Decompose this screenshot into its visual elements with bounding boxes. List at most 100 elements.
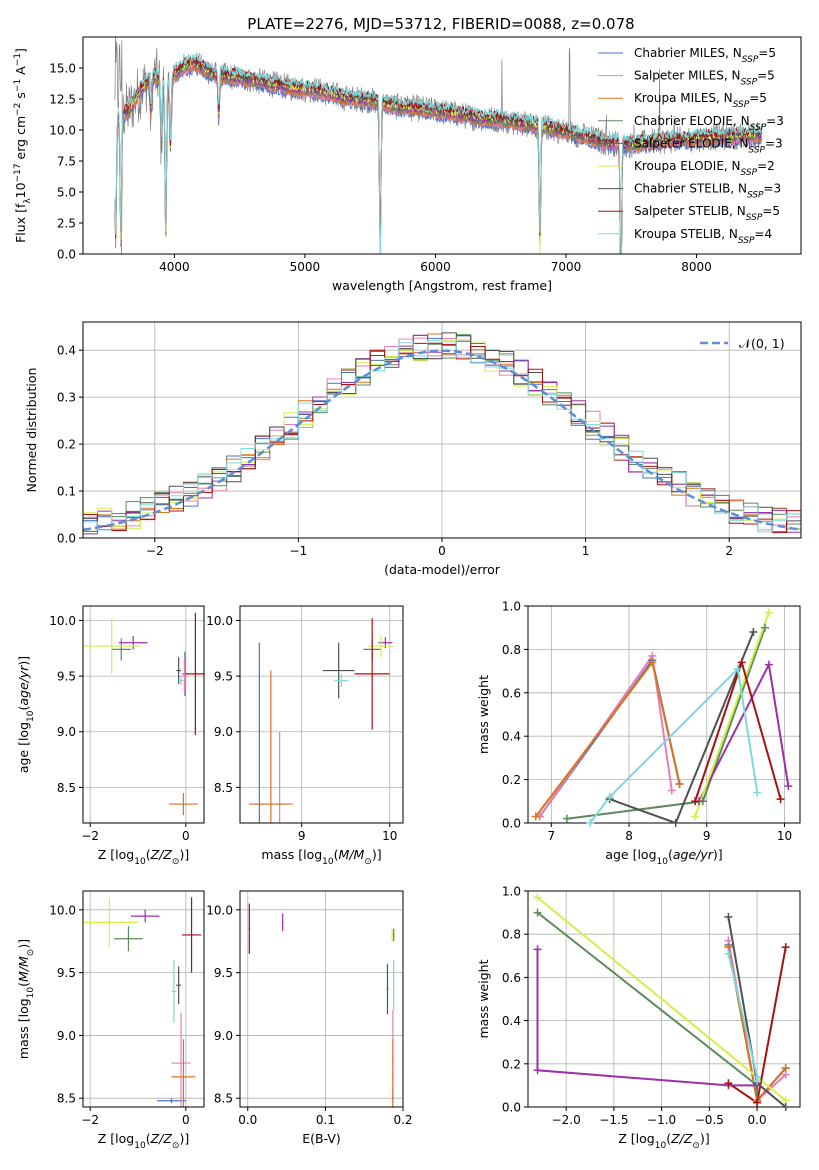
x-tick-label: 2 [725,544,733,558]
y-tick-label: 8.5 [57,781,76,795]
y-tick-label: 8.5 [57,1092,76,1106]
residuals-panel: −2 −1 0 1 2 0.0 0.1 0.2 0.3 0.4 Normed distributio… [24,321,802,577]
y-tick-label: 0.0 [502,1101,521,1115]
age_vs_mass-plot-area [248,618,395,823]
y-tick-label: 0.8 [502,643,521,657]
mass-weight-line [727,953,759,1082]
y-axis-label: age [log10(age/yr)] [16,656,36,773]
y-tick-label: 1.0 [502,600,521,614]
mass-weight-marker [776,795,785,804]
mass-weight-marker [737,658,746,667]
mass_vs_ebv-panel: 0.0 0.1 0.2 8.5 9.0 9.5 10.0 E(B-V) [206,890,413,1146]
y-tick-label: 10.0 [206,614,233,628]
mass-weight-marker [764,608,773,617]
y-tick-label: 7.5 [57,155,76,169]
mass-weight-marker [764,660,773,669]
mass-weight-marker [784,782,793,791]
x-axis-label: Z [log10(Z/Z⊙)] [98,1131,189,1151]
y-tick-label: 0.4 [502,730,521,744]
mass_vs_ebv-plot-area [248,903,395,1107]
y-axis-label: Normed distribution [24,368,39,493]
y-tick-label: 0.1 [57,485,76,499]
y-tick-label: 10.0 [206,903,233,917]
mass-weight-marker [671,819,680,827]
mass_vs_ebv-frame [239,890,404,1108]
x-tick-label: −1.5 [599,1113,628,1127]
y-axis-label: mass [log10(M/M⊙)] [16,939,36,1059]
massweight_vs_age-frame [527,605,801,824]
y-tick-label: 8.5 [214,781,233,795]
model-spectrum-line [114,59,762,254]
x-tick-label: 0.1 [316,1113,335,1127]
x-tick-label: 10 [777,829,792,843]
legend-entry: Salpeter STELIB, NSSP=5 [634,204,780,223]
y-axis-label: mass weight [476,959,491,1038]
x-tick-label: 9 [703,829,711,843]
mass-weight-marker [753,788,762,797]
y-tick-label: 9.0 [57,1029,76,1043]
legend-entry: Chabrier ELODIE, NSSP=3 [634,114,784,133]
x-tick-label: −2 [81,829,99,843]
model-spectrum-line [114,60,762,254]
massweight_vs_age-plot-area [535,612,790,823]
mass-weight-marker [691,797,700,806]
model-spectrum-line [114,57,763,254]
x-axis-label: (data-model)/error [384,562,501,577]
mass-weight-marker [533,908,542,917]
spectrum-plot-area [114,37,763,254]
mass-weight-marker [675,779,684,788]
mass-weight-line [536,949,758,1087]
y-tick-label: 10.0 [49,903,76,917]
age_vs_Z-plot-area [83,612,204,816]
mass-weight-marker [781,1064,790,1073]
gaussian-curve [83,349,801,532]
legend-entry: Chabrier MILES, NSSP=5 [634,46,776,65]
legend-entry: Kroupa ELODIE, NSSP=2 [634,159,775,178]
x-axis-label: wavelength [Angstrom, rest frame] [332,278,552,293]
y-tick-label: 1.0 [502,885,521,899]
y-tick-label: 0.0 [502,817,521,831]
y-tick-label: 15.0 [49,62,76,76]
y-axis-label: mass weight [476,675,491,754]
mass-weight-marker [667,786,676,795]
mass-weight-marker [648,658,657,667]
residual-histogram [83,339,801,538]
y-tick-label: 0.6 [502,971,521,985]
massweight_vs_Z-panel: −2.0 −1.5 −1.0 −0.5 0.0 0.0 0.2 0.4 0.6 0.8 1.0 mas… [476,885,801,1151]
y-tick-label: 8.5 [214,1092,233,1106]
x-axis-label: Z [log10(Z/Z⊙)] [618,1131,709,1151]
age_vs_Z-frame [82,605,205,824]
y-tick-label: 9.0 [214,1029,233,1043]
mass-weight-marker [724,949,733,958]
massweight_vs_age-panel: 7 8 9 10 0.0 0.2 0.4 0.6 0.8 1.0 mass weight age [l… [476,600,801,867]
legend-entry: Kroupa STELIB, NSSP=4 [634,227,772,246]
mass-weight-marker [691,812,700,821]
mass-weight-marker [586,819,595,827]
y-tick-label: 0.0 [57,248,76,262]
mass-weight-line [536,896,787,1102]
residuals-plot-area [83,332,801,538]
x-tick-label: 4000 [159,260,190,274]
age_vs_Z-panel: −2 0 8.5 9.0 9.5 10.0 age [log10(age/yr)] Z [lo… [16,605,205,867]
mass-weight-marker [533,893,542,902]
y-tick-label: 9.0 [57,725,76,739]
x-tick-label: 0.2 [393,1113,412,1127]
model-spectrum-line [114,55,763,254]
mass-weight-marker [724,1079,733,1088]
y-tick-label: 0.2 [502,773,521,787]
mass-weight-marker [781,943,790,952]
y-tick-label: 0.2 [57,438,76,452]
y-tick-label: 9.5 [214,670,233,684]
mass-weight-marker [533,1066,542,1075]
y-tick-label: 0.3 [57,391,76,405]
x-axis-label: age [log10(age/yr)] [605,847,722,867]
y-tick-label: 9.5 [57,670,76,684]
x-axis-label: Z [log10(Z/Z⊙)] [98,847,189,867]
y-tick-label: 5.0 [57,186,76,200]
model-spectrum-line [114,53,763,254]
x-tick-label: −0.5 [695,1113,724,1127]
legend-entry: Salpeter ELODIE, NSSP=3 [634,136,783,155]
y-tick-label: 10.0 [49,614,76,628]
model-spectrum-line [114,57,763,254]
